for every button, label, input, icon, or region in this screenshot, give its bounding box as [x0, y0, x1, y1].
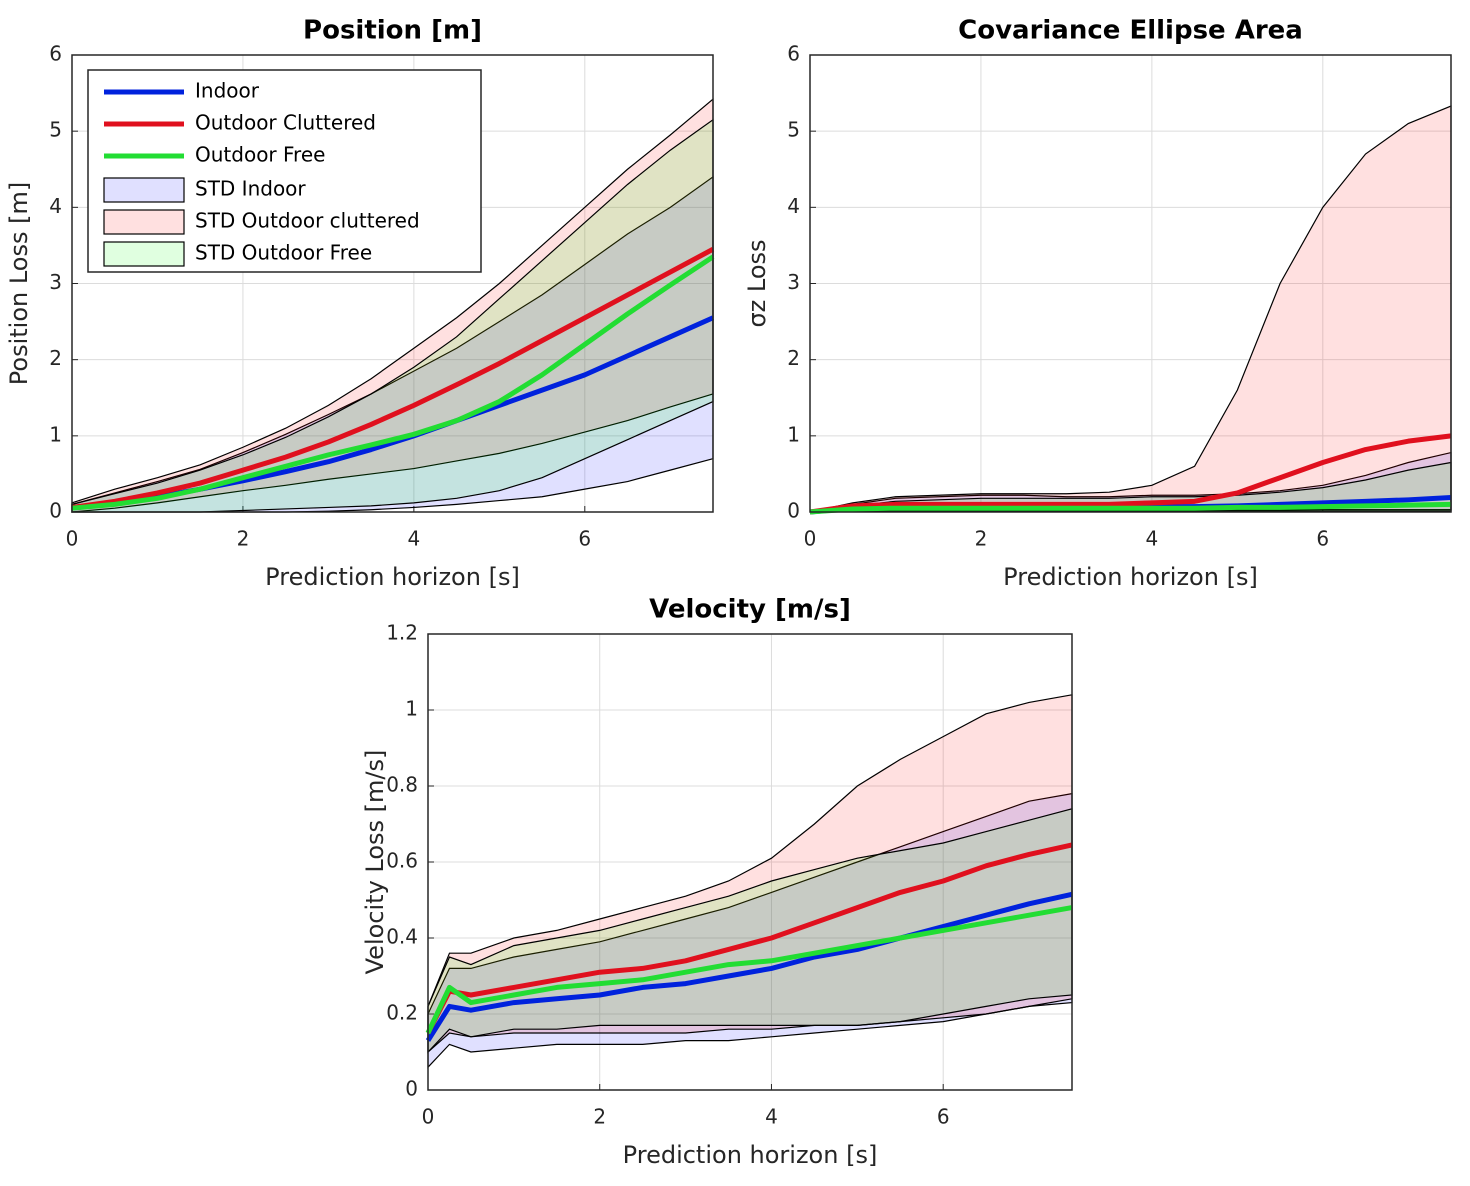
y-tick-label: 0	[405, 1077, 418, 1101]
axes-box	[427, 633, 1073, 1091]
y-tick-label: 6	[787, 42, 800, 66]
y-tick-label: 5	[787, 118, 800, 142]
y-axis-label: Position Loss [m]	[5, 182, 33, 385]
y-tick-label: 6	[49, 42, 62, 66]
mean-line	[71, 247, 715, 510]
chart-title: Velocity [m/s]	[649, 595, 851, 625]
chart-title: Position [m]	[303, 16, 482, 46]
y-tick-label: 4	[49, 194, 62, 218]
x-tick-label: 0	[422, 1105, 435, 1129]
mean-line	[71, 254, 715, 511]
mean-line	[425, 905, 1073, 1035]
y-tick-label: 1	[787, 422, 800, 446]
y-tick-label: 0	[49, 499, 62, 523]
x-tick-label: 0	[66, 527, 79, 551]
legend-swatch	[103, 177, 185, 203]
legend-label: STD Indoor	[195, 177, 306, 201]
y-tick-label: 0.8	[386, 773, 418, 797]
x-tick-label: 6	[937, 1105, 950, 1129]
y-axis-label: Velocity Loss [m/s]	[361, 750, 389, 975]
y-tick-label: 5	[49, 118, 62, 142]
mean-line	[425, 891, 1073, 1042]
chart-title: Covariance Ellipse Area	[958, 16, 1303, 46]
y-tick-label: 4	[787, 194, 800, 218]
subplot: 0 2 4 6 0 0.2 0.4 0.6 0.8 1 1.2 Velocity [m/s] Predi…	[361, 595, 1073, 1169]
x-tick-label: 4	[765, 1105, 778, 1129]
y-tick-label: 1.2	[386, 621, 418, 645]
y-tick-label: 1	[49, 422, 62, 446]
x-axis-label: Prediction horizon [s]	[623, 1141, 878, 1169]
x-tick-label: 2	[975, 527, 988, 551]
x-axis-label: Prediction horizon [s]	[1003, 563, 1258, 591]
legend-label: STD Outdoor cluttered	[195, 209, 420, 233]
x-axis-label: Prediction horizon [s]	[265, 563, 520, 591]
x-tick-label: 6	[1316, 527, 1329, 551]
y-tick-label: 0.6	[386, 849, 418, 873]
legend-label: Outdoor Cluttered	[195, 111, 376, 135]
x-tick-label: 4	[407, 527, 420, 551]
x-tick-label: 0	[804, 527, 817, 551]
y-tick-label: 2	[49, 346, 62, 370]
x-tick-label: 2	[593, 1105, 606, 1129]
legend-swatch	[103, 209, 185, 235]
x-tick-label: 2	[237, 527, 250, 551]
legend-swatch	[103, 241, 185, 267]
y-axis-label: σz Loss	[743, 239, 771, 327]
axes-box	[71, 54, 714, 513]
mean-line	[425, 842, 1073, 1035]
legend-label: Indoor	[195, 79, 260, 103]
y-tick-label: 3	[49, 270, 62, 294]
mean-line	[809, 433, 1452, 515]
mean-line	[809, 501, 1452, 515]
y-tick-label: 0	[787, 499, 800, 523]
subplot: 0 2 4 6 0 1 2 3 4 5 6 Position [m] Prediction horizo…	[5, 16, 715, 591]
x-tick-label: 4	[1145, 527, 1158, 551]
legend-label: Outdoor Free	[195, 143, 325, 167]
x-tick-label: 6	[578, 527, 591, 551]
axes-box	[809, 54, 1452, 513]
y-tick-label: 0.4	[386, 925, 418, 949]
legend-box	[87, 69, 482, 273]
y-tick-label: 3	[787, 270, 800, 294]
y-tick-label: 1	[405, 697, 418, 721]
y-tick-label: 2	[787, 346, 800, 370]
legend-label: STD Outdoor Free	[195, 241, 372, 265]
y-tick-label: 0.2	[386, 1001, 418, 1025]
subplot: 0 2 4 6 0 1 2 3 4 5 6 Covariance Ellipse Area Predic…	[743, 16, 1452, 591]
